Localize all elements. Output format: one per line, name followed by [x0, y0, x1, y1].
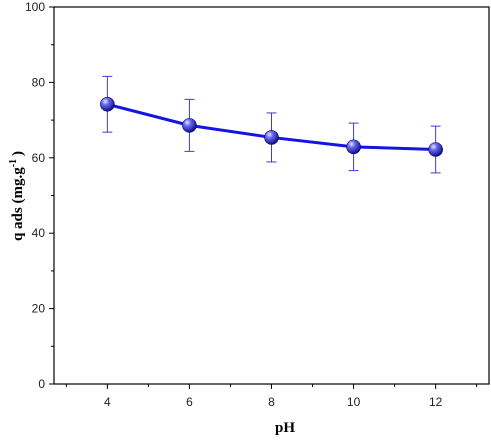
y-axis-title-superscript: -1 [8, 159, 19, 167]
y-tick-label: 100 [25, 0, 45, 14]
y-tick-label: 20 [32, 302, 46, 316]
x-tick-label: 6 [186, 395, 193, 409]
y-axis-title-close: ) [10, 151, 26, 156]
data-point [100, 96, 115, 112]
y-axis-title: q ads (mg.g-1) [8, 151, 26, 241]
plot-frame [53, 6, 490, 385]
x-tick-label: 8 [268, 395, 275, 409]
data-point [182, 118, 197, 133]
x-axis-title: pH [275, 420, 295, 436]
plot-area: 0 20 40 60 80 100 4 6 8 10 12 [25, 0, 490, 409]
y-tick-label: 80 [32, 75, 46, 89]
y-tick-label: 60 [32, 151, 46, 165]
data-point [264, 130, 279, 145]
y-axis-title-main: q ads (mg.g [10, 167, 26, 241]
y-tick-label: 0 [38, 377, 45, 391]
data-point [428, 142, 443, 157]
x-tick-label: 10 [347, 395, 361, 409]
x-tick-label: 4 [104, 395, 111, 409]
x-tick-label: 12 [429, 395, 443, 409]
data-point [346, 139, 361, 155]
y-tick-label: 40 [32, 226, 46, 240]
